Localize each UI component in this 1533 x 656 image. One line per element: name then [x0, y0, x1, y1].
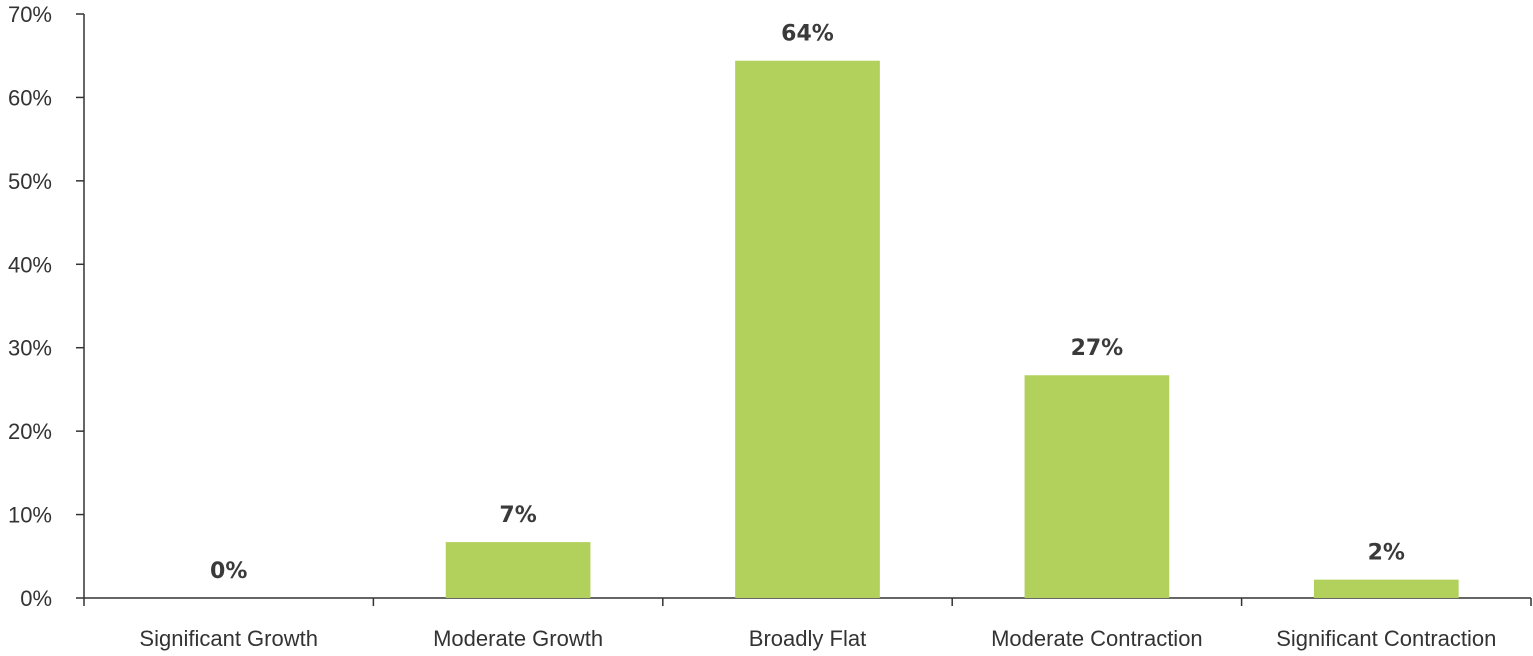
x-tick-label: Moderate Contraction — [991, 626, 1203, 651]
y-axis: 0% 10% 20% 30% 40% 50% 60% 70% — [8, 2, 85, 611]
x-tick-label: Significant Growth — [139, 626, 318, 651]
data-label: 0% — [210, 559, 247, 584]
bar — [735, 60, 880, 599]
y-tick-label: 30% — [8, 336, 52, 361]
bars — [445, 60, 1459, 599]
y-tick-label: 70% — [8, 2, 52, 27]
data-label: 7% — [499, 503, 536, 528]
x-axis: Significant Growth Moderate Growth Broadly… — [83, 597, 1532, 651]
y-tick-label: 0% — [20, 586, 52, 611]
x-tick-label: Broadly Flat — [749, 626, 866, 651]
bar — [1024, 375, 1170, 598]
x-tick-label: Moderate Growth — [433, 626, 603, 651]
data-label: 27% — [1071, 336, 1124, 361]
y-tick-label: 20% — [8, 419, 52, 444]
y-tick-label: 50% — [8, 169, 52, 194]
y-tick-label: 10% — [8, 503, 52, 528]
bar — [1313, 579, 1459, 598]
data-labels: 0% 7% 64% 27% 2% — [210, 22, 1405, 584]
data-label: 2% — [1368, 541, 1405, 566]
y-tick-label: 60% — [8, 85, 52, 110]
x-tick-label: Significant Contraction — [1276, 626, 1496, 651]
bar — [445, 542, 591, 598]
y-tick-label: 40% — [8, 252, 52, 277]
data-label: 64% — [781, 22, 834, 47]
